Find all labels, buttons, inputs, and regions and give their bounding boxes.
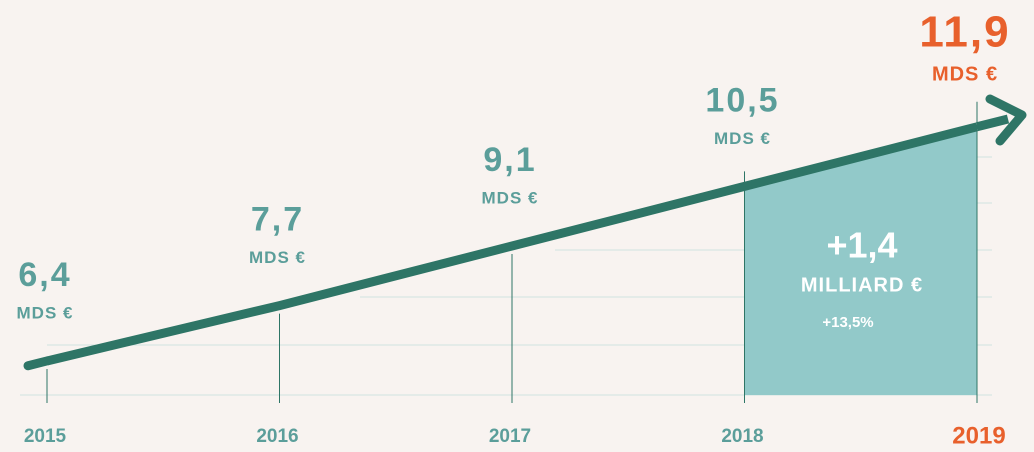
value-label: 9,1: [483, 141, 536, 179]
value-label: 10,5: [705, 81, 779, 119]
arrow-tail: [23, 356, 52, 371]
unit-label: MDS €: [482, 188, 539, 207]
annotation-value: +1,4: [826, 225, 897, 266]
unit-label: MDS €: [17, 303, 74, 322]
trend-line: [45, 122, 979, 366]
x-tick-label: 2015: [24, 426, 67, 447]
arrow-shaft: [975, 114, 1010, 132]
annotation-unit: MILLIARD €: [801, 274, 923, 296]
annotation-box: [744, 126, 977, 396]
x-tick-label: 2017: [489, 426, 531, 447]
annotation-layer: [744, 126, 977, 396]
annotation-percent: +13,5%: [822, 314, 873, 331]
unit-label: MDS €: [714, 129, 771, 148]
unit-label: MDS €: [249, 248, 306, 267]
unit-label: MDS €: [932, 63, 998, 85]
value-label: 6,4: [18, 256, 71, 294]
value-label: 7,7: [251, 201, 304, 239]
plot: [23, 94, 1027, 403]
x-tick-label: 2018: [721, 426, 763, 447]
x-tick-label: 2016: [256, 426, 298, 447]
arrow-head: [985, 94, 1027, 146]
value-label: 11,9: [919, 8, 1010, 57]
x-tick-label: 2019: [952, 422, 1005, 449]
